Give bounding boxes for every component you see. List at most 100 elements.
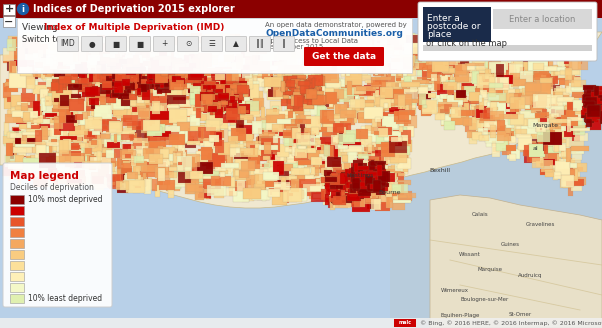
Bar <box>189 100 193 104</box>
Bar <box>339 43 358 48</box>
Bar <box>9 141 21 150</box>
Bar <box>164 72 178 85</box>
Bar <box>209 101 217 105</box>
Bar <box>69 107 72 118</box>
Bar <box>46 156 65 162</box>
Bar <box>376 183 389 187</box>
Bar <box>73 159 84 163</box>
Bar <box>261 61 272 73</box>
Bar <box>179 59 196 72</box>
Bar <box>378 142 392 155</box>
Bar <box>397 168 408 174</box>
Bar <box>358 177 368 181</box>
Bar <box>158 168 164 181</box>
Bar <box>37 148 40 159</box>
Bar <box>322 170 331 184</box>
Bar <box>176 157 196 168</box>
Bar <box>458 49 462 58</box>
Bar <box>352 197 370 212</box>
Bar <box>544 146 548 150</box>
Bar <box>272 163 280 167</box>
Bar <box>147 93 165 98</box>
Bar <box>91 172 101 183</box>
Bar <box>373 175 384 187</box>
Bar <box>0 318 602 328</box>
Bar <box>53 91 57 101</box>
Bar <box>600 116 602 123</box>
Bar <box>542 146 561 154</box>
Bar <box>350 51 360 62</box>
Text: Bexhill: Bexhill <box>429 168 450 173</box>
Bar <box>81 78 88 87</box>
Bar <box>210 131 223 137</box>
Bar <box>57 112 64 116</box>
Bar <box>90 71 102 82</box>
Bar <box>297 71 311 76</box>
Bar <box>397 127 408 142</box>
Bar <box>185 68 189 80</box>
Bar <box>291 86 300 97</box>
Bar <box>537 42 547 56</box>
Bar <box>92 68 95 76</box>
Bar <box>255 178 265 190</box>
Bar <box>255 70 272 75</box>
Bar <box>112 88 117 95</box>
Bar <box>91 85 95 94</box>
Bar <box>560 110 574 120</box>
Bar <box>258 137 275 146</box>
Bar <box>6 79 19 92</box>
Bar <box>126 97 131 109</box>
Bar <box>420 94 426 105</box>
Bar <box>99 156 106 166</box>
Bar <box>70 143 74 157</box>
Bar <box>379 168 385 174</box>
Bar <box>203 94 218 100</box>
Bar <box>228 100 237 105</box>
Bar <box>375 72 386 78</box>
Bar <box>312 149 331 157</box>
Bar <box>284 130 294 138</box>
Bar <box>370 166 378 177</box>
Bar <box>515 130 527 133</box>
Bar <box>346 72 361 78</box>
Bar <box>81 74 87 84</box>
Bar <box>341 66 358 76</box>
Bar <box>114 68 128 77</box>
Bar <box>311 191 330 202</box>
Bar <box>446 38 466 45</box>
Bar <box>450 58 466 68</box>
Bar <box>309 185 328 199</box>
Bar <box>126 182 129 193</box>
Bar <box>328 98 340 102</box>
Bar <box>42 161 46 167</box>
Bar <box>153 82 163 88</box>
Bar <box>324 181 338 188</box>
Bar <box>13 141 28 153</box>
Bar <box>192 176 203 181</box>
Bar <box>217 88 223 95</box>
Bar <box>543 135 547 149</box>
Bar <box>343 147 357 152</box>
Bar <box>439 84 449 88</box>
Bar <box>432 42 444 54</box>
Bar <box>94 144 109 149</box>
Bar <box>380 87 393 98</box>
Text: Enter a: Enter a <box>427 14 460 23</box>
Bar <box>116 64 133 71</box>
Bar <box>335 190 353 201</box>
Bar <box>302 120 320 133</box>
Bar <box>89 49 104 52</box>
Bar <box>8 162 23 169</box>
Bar <box>306 149 316 158</box>
Bar <box>335 145 348 149</box>
Bar <box>597 116 601 119</box>
Bar <box>190 72 204 78</box>
Bar <box>255 173 265 187</box>
Bar <box>243 70 248 73</box>
Bar <box>573 100 582 108</box>
Bar <box>441 69 448 82</box>
Bar <box>179 139 196 148</box>
Bar <box>37 119 55 126</box>
Bar <box>300 124 305 138</box>
Bar <box>294 99 299 110</box>
